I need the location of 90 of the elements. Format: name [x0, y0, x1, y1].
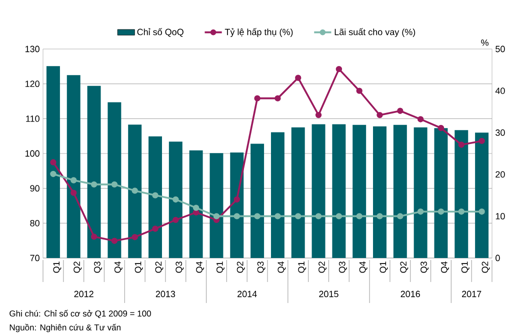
x-tick-label: Q4	[114, 261, 122, 273]
y-tick-label: 70	[30, 254, 40, 262]
x-tick-label: Q3	[94, 262, 102, 273]
point	[376, 213, 383, 220]
point	[356, 213, 362, 220]
point	[213, 213, 220, 220]
point	[438, 208, 444, 215]
point	[295, 74, 302, 81]
point	[417, 208, 424, 215]
x-tick-label: Q2	[318, 262, 327, 273]
point	[274, 213, 281, 220]
text: 2013	[156, 290, 176, 298]
legend-label: Lãi suất cho vay (%)	[334, 28, 416, 37]
x-tick-label: Q4	[440, 261, 449, 273]
point	[356, 88, 362, 94]
point	[152, 226, 158, 232]
x-tick-label: Q1	[380, 262, 388, 273]
text: 2017	[462, 290, 482, 298]
point	[458, 142, 464, 148]
point	[336, 66, 342, 72]
x-tick-label: Q2	[236, 262, 245, 273]
point	[192, 209, 200, 216]
x-tick-label: Q1	[53, 262, 62, 273]
y-tick-label: 80	[30, 220, 40, 226]
x-tick-label: Q3	[176, 262, 184, 273]
text: Ghi chú: Chỉ số cơ sở Q1 2009 = 100	[10, 310, 151, 318]
point	[111, 181, 118, 188]
y2-tick-label: 40	[495, 88, 505, 94]
y2-axis-title: %	[481, 39, 488, 46]
x-tick-label: Q1	[134, 262, 143, 273]
point	[192, 204, 200, 211]
text: 2012	[74, 290, 94, 298]
point	[254, 95, 260, 102]
text: Nguồn: Nghiên cứu & Tư vấn	[10, 324, 120, 332]
y-tick-label: 130	[25, 46, 40, 52]
text: 2014	[238, 290, 257, 298]
point	[336, 213, 342, 220]
y2-tick-label: 50	[496, 46, 505, 52]
point	[478, 138, 485, 144]
point	[152, 192, 158, 198]
point	[478, 208, 485, 215]
text: 2016	[400, 290, 420, 298]
x-tick-label: Q3	[420, 262, 429, 273]
point	[274, 95, 281, 102]
point	[172, 196, 179, 203]
point	[50, 170, 56, 178]
point	[397, 108, 404, 114]
point	[172, 216, 179, 223]
y-tick-label: 110	[26, 115, 40, 122]
x-tick-label: Q4	[278, 261, 286, 273]
x-tick-label: Q2	[155, 262, 164, 273]
y2-tick-label: 30	[496, 129, 505, 136]
legend-label: Tỷ lệ hấp thụ (%)	[224, 28, 293, 37]
point	[90, 181, 98, 188]
point	[417, 116, 424, 122]
point	[315, 112, 322, 118]
point	[70, 177, 77, 184]
x-tick-label: Q2	[482, 262, 490, 273]
y2-tick-label: 0	[496, 254, 500, 262]
point	[295, 213, 302, 220]
point	[234, 213, 240, 220]
point	[376, 112, 383, 118]
x-tick-label: Q2	[74, 262, 82, 273]
x-tick-label: Q3	[257, 262, 266, 273]
x-tick-label: Q4	[196, 261, 204, 273]
point	[234, 196, 240, 203]
point	[132, 234, 138, 240]
x-tick-label: Q3	[338, 262, 347, 273]
x-tick-label: Q2	[400, 262, 408, 273]
point	[132, 188, 138, 194]
y-tick-label: 90	[30, 185, 40, 192]
point	[50, 159, 56, 166]
y2-tick-label: 20	[496, 171, 505, 178]
point	[397, 213, 404, 220]
y-tick-label: 120	[25, 80, 40, 87]
point	[315, 213, 322, 220]
x-tick-label: Q1	[216, 262, 224, 273]
y-tick-label: 100	[25, 150, 40, 157]
legend-label: Chỉ số QoQ	[137, 28, 184, 37]
y2-tick-label: 10	[496, 212, 505, 220]
point	[458, 208, 464, 215]
x-tick-label: Q1	[298, 262, 306, 273]
point	[111, 238, 118, 244]
point	[254, 213, 260, 220]
point	[70, 190, 77, 196]
point	[438, 124, 444, 132]
point	[90, 234, 98, 240]
x-tick-label: Q1	[461, 262, 470, 273]
text: 2015	[319, 290, 338, 298]
x-tick-label: Q4	[359, 261, 368, 273]
